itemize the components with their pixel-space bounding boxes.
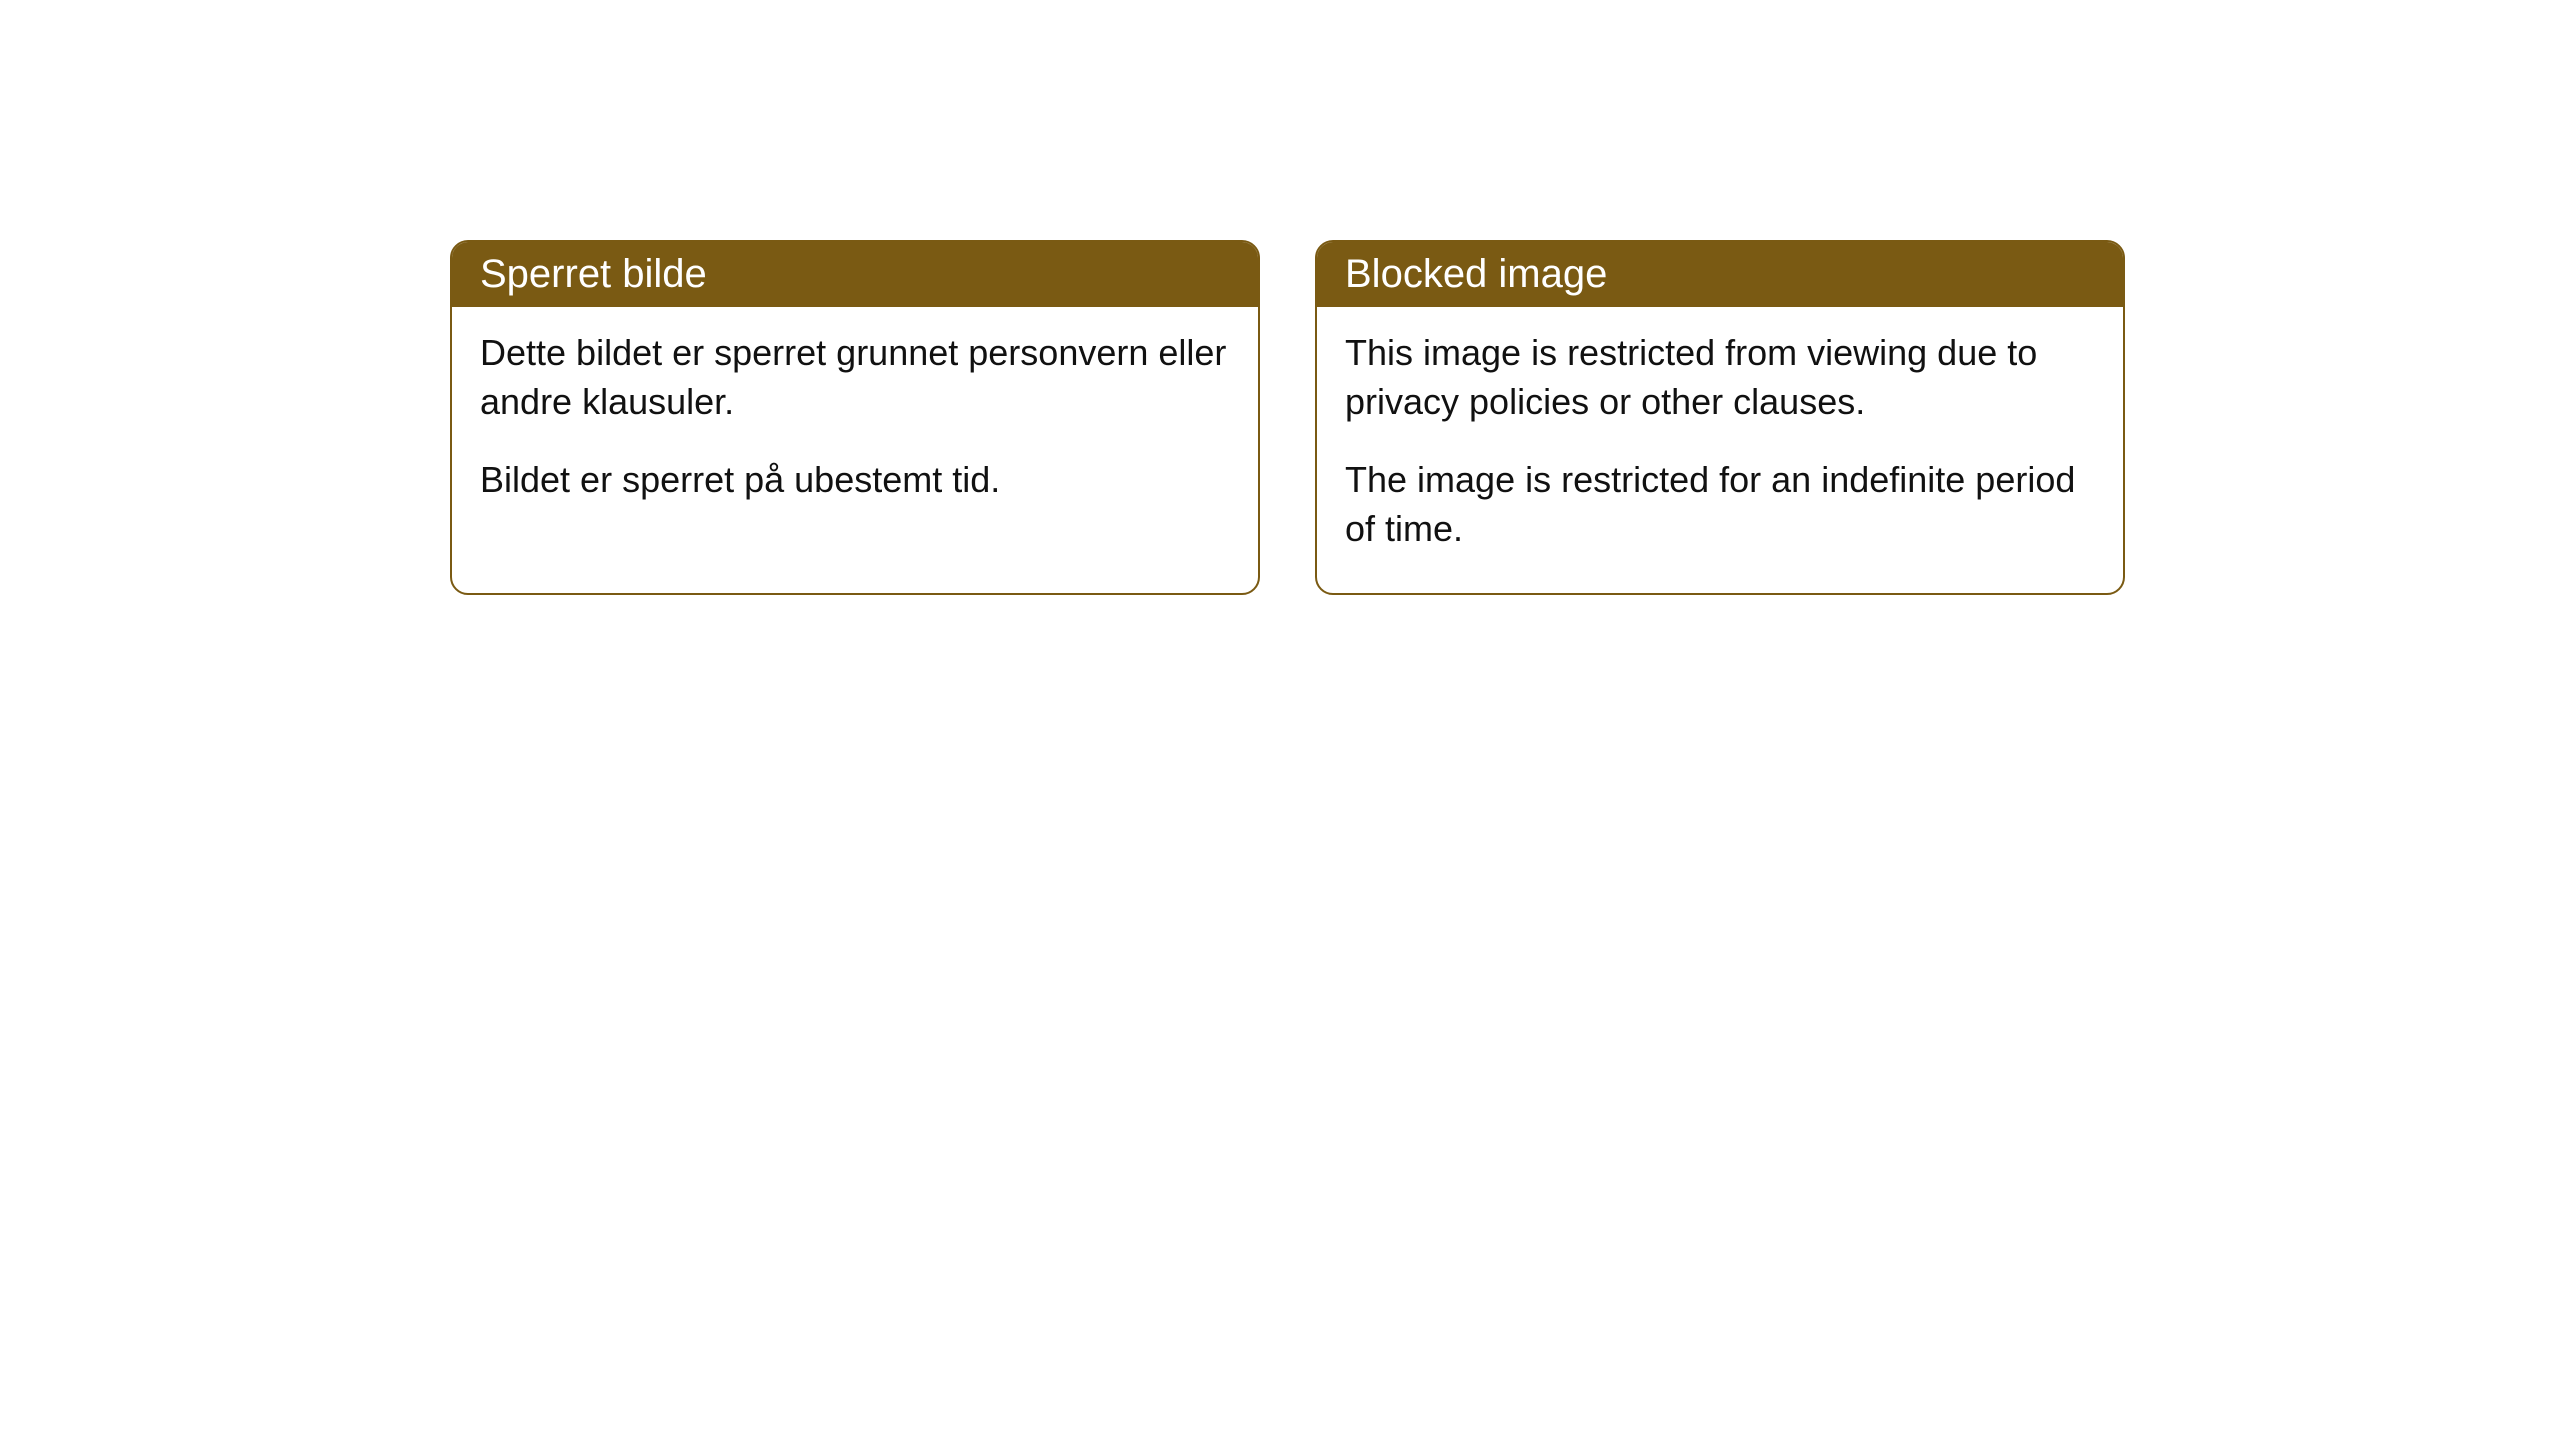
- card-header: Blocked image: [1317, 242, 2123, 307]
- card-paragraph: The image is restricted for an indefinit…: [1345, 456, 2095, 553]
- card-header: Sperret bilde: [452, 242, 1258, 307]
- card-paragraph: This image is restricted from viewing du…: [1345, 329, 2095, 426]
- card-body: This image is restricted from viewing du…: [1317, 307, 2123, 593]
- card-paragraph: Bildet er sperret på ubestemt tid.: [480, 456, 1230, 505]
- card-body: Dette bildet er sperret grunnet personve…: [452, 307, 1258, 545]
- card-paragraph: Dette bildet er sperret grunnet personve…: [480, 329, 1230, 426]
- notice-cards-container: Sperret bilde Dette bildet er sperret gr…: [450, 240, 2125, 595]
- card-title: Sperret bilde: [480, 252, 707, 296]
- notice-card-norwegian: Sperret bilde Dette bildet er sperret gr…: [450, 240, 1260, 595]
- notice-card-english: Blocked image This image is restricted f…: [1315, 240, 2125, 595]
- card-title: Blocked image: [1345, 252, 1607, 296]
